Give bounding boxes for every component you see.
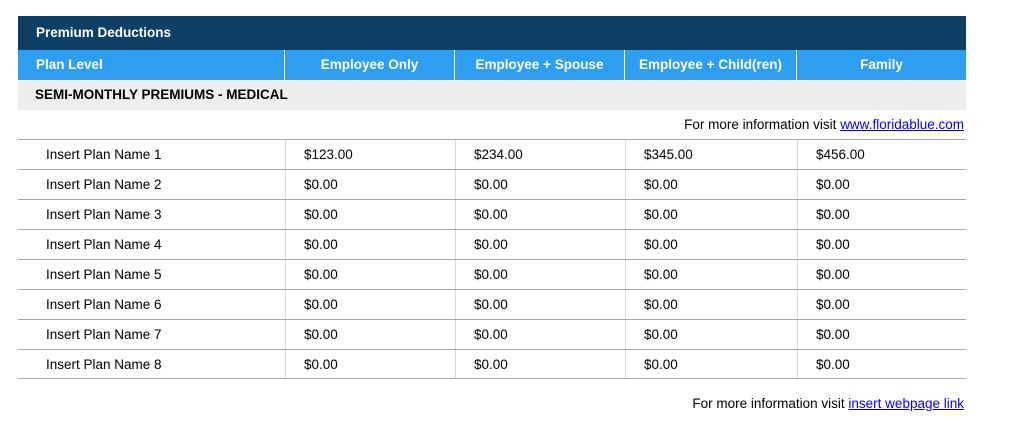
plan-name-cell: Insert Plan Name 7	[46, 327, 162, 342]
premium-cell-employee-spouse: $234.00	[455, 140, 625, 169]
premium-cell-employee-only: $0.00	[285, 260, 455, 289]
column-header-plan-level: Plan Level	[18, 50, 285, 80]
premium-cell-family: $0.00	[797, 170, 966, 199]
premium-cell-family: $0.00	[797, 260, 966, 289]
webpage-link[interactable]: insert webpage link	[848, 396, 964, 411]
plan-name-cell: Insert Plan Name 4	[46, 237, 162, 252]
table-row: Insert Plan Name 7 $0.00 $0.00 $0.00 $0.…	[18, 319, 966, 349]
premium-cell-employee-children: $0.00	[625, 230, 797, 259]
premium-cell-employee-only: $0.00	[285, 350, 455, 378]
premium-deductions-table: Premium Deductions Plan Level Employee O…	[18, 16, 966, 418]
premium-cell-employee-spouse: $0.00	[455, 260, 625, 289]
premium-cell-family: $0.00	[797, 320, 966, 349]
plan-name-cell: Insert Plan Name 8	[46, 357, 162, 372]
table-row: Insert Plan Name 6 $0.00 $0.00 $0.00 $0.…	[18, 289, 966, 319]
premium-cell-employee-only: $0.00	[285, 170, 455, 199]
premium-cell-employee-children: $0.00	[625, 170, 797, 199]
table-row: Insert Plan Name 2 $0.00 $0.00 $0.00 $0.…	[18, 169, 966, 199]
premium-cell-family: $0.00	[797, 350, 966, 378]
table-row: Insert Plan Name 1 $123.00 $234.00 $345.…	[18, 139, 966, 169]
premium-cell-family: $456.00	[797, 140, 966, 169]
plan-name-cell: Insert Plan Name 1	[46, 147, 162, 162]
premium-cell-employee-spouse: $0.00	[455, 170, 625, 199]
table-row: Insert Plan Name 5 $0.00 $0.00 $0.00 $0.…	[18, 259, 966, 289]
premium-cell-employee-spouse: $0.00	[455, 200, 625, 229]
table-body: Insert Plan Name 1 $123.00 $234.00 $345.…	[18, 139, 966, 379]
column-header-employee-children: Employee + Child(ren)	[625, 50, 797, 80]
plan-name-cell: Insert Plan Name 3	[46, 207, 162, 222]
premium-cell-family: $0.00	[797, 290, 966, 319]
premium-cell-employee-children: $345.00	[625, 140, 797, 169]
column-header-family: Family	[860, 57, 903, 72]
premium-cell-employee-spouse: $0.00	[455, 320, 625, 349]
plan-name-cell: Insert Plan Name 2	[46, 177, 162, 192]
info-note-top-text: For more information visit	[684, 117, 841, 132]
premium-cell-family: $0.00	[797, 200, 966, 229]
premium-cell-employee-only: $0.00	[285, 320, 455, 349]
table-title-bar: Premium Deductions	[18, 16, 966, 50]
table-title: Premium Deductions	[36, 25, 172, 40]
premium-cell-family: $0.00	[797, 230, 966, 259]
premium-cell-employee-only: $123.00	[285, 140, 455, 169]
table-row: Insert Plan Name 8 $0.00 $0.00 $0.00 $0.…	[18, 349, 966, 379]
premium-cell-employee-only: $0.00	[285, 230, 455, 259]
premium-cell-employee-children: $0.00	[625, 200, 797, 229]
premium-cell-employee-spouse: $0.00	[455, 350, 625, 378]
table-row: Insert Plan Name 4 $0.00 $0.00 $0.00 $0.…	[18, 229, 966, 259]
table-row: Insert Plan Name 3 $0.00 $0.00 $0.00 $0.…	[18, 199, 966, 229]
column-header-employee-only: Employee Only	[285, 50, 455, 80]
column-header-employee-spouse: Employee + Spouse	[455, 50, 625, 80]
floridablue-link[interactable]: www.floridablue.com	[840, 117, 964, 132]
info-note-bottom-text: For more information visit	[692, 396, 849, 411]
premium-cell-employee-spouse: $0.00	[455, 290, 625, 319]
premium-cell-employee-only: $0.00	[285, 290, 455, 319]
premium-cell-employee-children: $0.00	[625, 260, 797, 289]
plan-name-cell: Insert Plan Name 5	[46, 267, 162, 282]
premium-cell-employee-children: $0.00	[625, 350, 797, 378]
premium-cell-employee-children: $0.00	[625, 320, 797, 349]
info-note-bottom: For more information visit insert webpag…	[18, 389, 966, 418]
premium-cell-employee-children: $0.00	[625, 290, 797, 319]
section-header-medical: SEMI-MONTHLY PREMIUMS - MEDICAL	[18, 80, 966, 110]
plan-name-cell: Insert Plan Name 6	[46, 297, 162, 312]
column-header-row: Plan Level Employee Only Employee + Spou…	[18, 50, 966, 80]
premium-cell-employee-only: $0.00	[285, 200, 455, 229]
premium-cell-employee-spouse: $0.00	[455, 230, 625, 259]
info-note-top: For more information visit www.floridabl…	[18, 110, 966, 139]
